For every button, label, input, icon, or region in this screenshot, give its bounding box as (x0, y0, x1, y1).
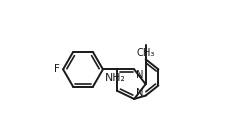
Text: NH₂: NH₂ (105, 73, 126, 83)
Text: N: N (135, 88, 142, 98)
Text: N: N (135, 70, 142, 80)
Text: CH₃: CH₃ (136, 48, 154, 58)
Text: F: F (54, 64, 59, 74)
